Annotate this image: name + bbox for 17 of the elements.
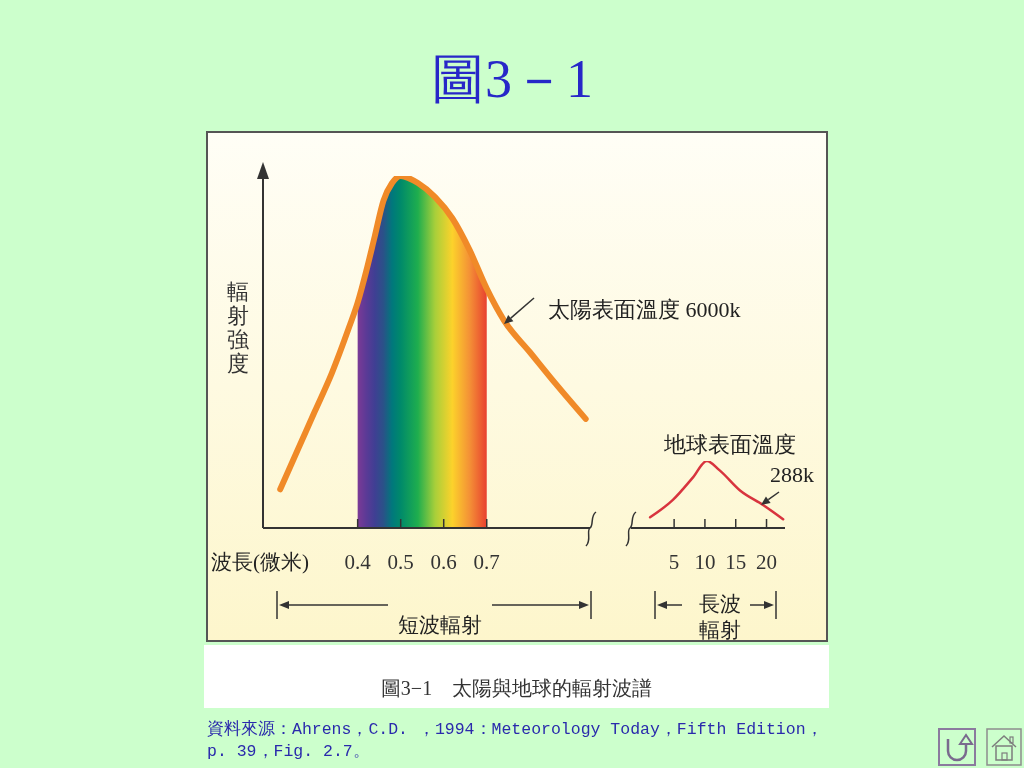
source-note: 資料來源：Ahrens，C.D. ，1994：Meteorology Today，Fifth Edition，p. 39，Fig. 2.7。 [207,719,824,763]
x-tick-label: 10 [694,550,716,574]
x-tick-label: 0.5 [387,550,414,574]
x-tick-label: 0.4 [344,550,372,574]
text: 短波輻射 [397,612,483,639]
series-label: 太陽表面溫度 6000k [548,296,742,324]
x-tick-label: 5 [668,550,680,574]
series-label: 地球表面溫度 288k [664,431,814,489]
caption: 圖3−1 太陽與地球的輻射波譜 [379,676,654,701]
y-axis-title: 輻射強度 [226,279,250,376]
x-axis-title: 波長(微米) [211,549,309,576]
x-tick-label: 20 [756,550,778,574]
x-tick-label: 0.7 [473,550,500,574]
x-tick-label: 15 [725,550,747,574]
chart-title: 圖3－1 [430,48,594,111]
x-tick-label: 0.6 [430,550,457,574]
text: 長波輻射 [698,591,742,643]
